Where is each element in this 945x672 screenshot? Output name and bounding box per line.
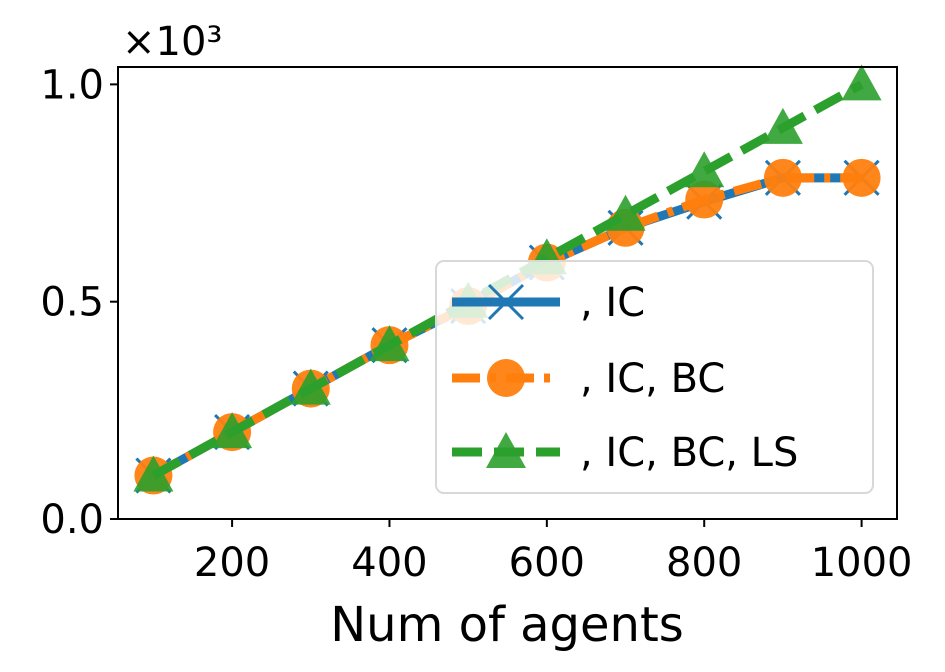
legend-label: , IC <box>580 280 645 326</box>
legend-swatch-marker <box>486 432 526 468</box>
x-tick-label: 1000 <box>811 540 913 586</box>
y-tick-label: 0.5 <box>40 280 104 326</box>
series-2-point <box>763 158 802 197</box>
legend-swatch-marker <box>487 283 525 321</box>
series-2-point <box>842 158 881 197</box>
x-tick-label: 400 <box>351 540 427 586</box>
series-3-point <box>841 64 882 101</box>
series-3-point <box>369 325 410 362</box>
legend-box <box>435 260 874 494</box>
x-tick-label: 200 <box>194 540 270 586</box>
x-tick-label: 800 <box>666 540 742 586</box>
y-tick-label: 0.0 <box>40 497 104 543</box>
legend-swatch-marker <box>487 359 525 397</box>
series-3-point <box>684 151 725 188</box>
y-axis-multiplier: ×10³ <box>122 19 222 65</box>
legend-entry-2: , IC, BC <box>452 356 725 402</box>
legend-entry-3: , IC, BC, LS <box>452 430 798 476</box>
series-2-point <box>685 180 724 219</box>
series-3-point <box>762 107 803 144</box>
legend-swatch-marker-stroke-b <box>487 283 525 321</box>
legend-label: , IC, BC <box>580 356 725 402</box>
x-tick-label: 600 <box>509 540 585 586</box>
series-3-point <box>290 368 331 405</box>
plot-frame <box>117 66 898 520</box>
legend-label: , IC, BC, LS <box>580 430 798 476</box>
series-3-point <box>133 455 174 492</box>
y-tick-label: 1.0 <box>40 62 104 108</box>
series-3-point <box>212 412 253 449</box>
tick-layer: 200 400 600 800 1000 0.0 0.5 1.0 <box>40 62 912 586</box>
legend: , IC , IC, BC , IC, BC, LS <box>435 260 874 494</box>
series-3-point <box>605 194 646 231</box>
legend-entry-1: , IC <box>452 280 645 326</box>
x-axis-title: Num of agents <box>330 597 684 653</box>
